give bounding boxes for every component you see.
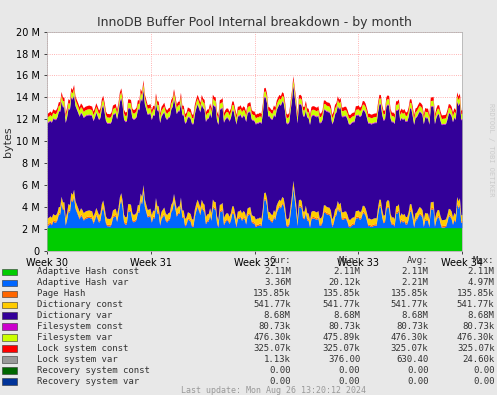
Text: Filesystem var: Filesystem var: [37, 333, 112, 342]
Text: Avg:: Avg:: [407, 256, 428, 265]
Text: Min:: Min:: [339, 256, 360, 265]
Text: 0.00: 0.00: [269, 366, 291, 375]
Text: 325.07k: 325.07k: [253, 344, 291, 353]
Text: Lock system var: Lock system var: [37, 355, 118, 364]
Text: 0.00: 0.00: [407, 366, 428, 375]
Text: 2.11M: 2.11M: [333, 267, 360, 276]
Text: 24.60k: 24.60k: [462, 355, 495, 364]
Text: Adaptive Hash var: Adaptive Hash var: [37, 278, 129, 287]
Bar: [2, 367, 17, 374]
Text: 8.68M: 8.68M: [402, 311, 428, 320]
Text: 3.36M: 3.36M: [264, 278, 291, 287]
Text: 541.77k: 541.77k: [457, 300, 495, 309]
Text: 541.77k: 541.77k: [323, 300, 360, 309]
Text: 8.68M: 8.68M: [468, 311, 495, 320]
Bar: [2, 291, 17, 297]
Text: Cur:: Cur:: [269, 256, 291, 265]
Text: Max:: Max:: [473, 256, 495, 265]
Text: 325.07k: 325.07k: [323, 344, 360, 353]
Text: 80.73k: 80.73k: [328, 322, 360, 331]
Bar: [2, 324, 17, 330]
Bar: [2, 301, 17, 308]
Bar: [2, 269, 17, 275]
Bar: [2, 345, 17, 352]
Text: 0.00: 0.00: [473, 366, 495, 375]
Text: Last update: Mon Aug 26 13:20:12 2024: Last update: Mon Aug 26 13:20:12 2024: [181, 386, 366, 395]
Text: Dictionary var: Dictionary var: [37, 311, 112, 320]
Text: 541.77k: 541.77k: [391, 300, 428, 309]
Text: 8.68M: 8.68M: [264, 311, 291, 320]
Text: 2.11M: 2.11M: [264, 267, 291, 276]
Text: 80.73k: 80.73k: [462, 322, 495, 331]
Text: Page Hash: Page Hash: [37, 289, 85, 298]
Text: 135.85k: 135.85k: [323, 289, 360, 298]
Text: 2.21M: 2.21M: [402, 278, 428, 287]
Text: RRDTOOL / TOBI OETIKER: RRDTOOL / TOBI OETIKER: [488, 103, 494, 197]
Title: InnoDB Buffer Pool Internal breakdown - by month: InnoDB Buffer Pool Internal breakdown - …: [97, 16, 412, 29]
Text: 325.07k: 325.07k: [391, 344, 428, 353]
Text: 376.00: 376.00: [328, 355, 360, 364]
Text: Filesystem const: Filesystem const: [37, 322, 123, 331]
Text: 2.11M: 2.11M: [468, 267, 495, 276]
Text: 80.73k: 80.73k: [258, 322, 291, 331]
Text: 1.13k: 1.13k: [264, 355, 291, 364]
Text: 0.00: 0.00: [339, 366, 360, 375]
Text: 135.85k: 135.85k: [253, 289, 291, 298]
Text: 8.68M: 8.68M: [333, 311, 360, 320]
Text: 2.11M: 2.11M: [402, 267, 428, 276]
Y-axis label: bytes: bytes: [3, 126, 13, 156]
Text: 475.89k: 475.89k: [323, 333, 360, 342]
Text: 476.30k: 476.30k: [457, 333, 495, 342]
Text: 325.07k: 325.07k: [457, 344, 495, 353]
Text: 476.30k: 476.30k: [391, 333, 428, 342]
Text: 0.00: 0.00: [473, 377, 495, 386]
Bar: [2, 312, 17, 319]
Text: Recovery system var: Recovery system var: [37, 377, 139, 386]
Bar: [2, 335, 17, 341]
Text: 630.40: 630.40: [396, 355, 428, 364]
Bar: [2, 378, 17, 385]
Text: 20.12k: 20.12k: [328, 278, 360, 287]
Text: 541.77k: 541.77k: [253, 300, 291, 309]
Text: 4.97M: 4.97M: [468, 278, 495, 287]
Text: Lock system const: Lock system const: [37, 344, 129, 353]
Text: Dictionary const: Dictionary const: [37, 300, 123, 309]
Text: 0.00: 0.00: [339, 377, 360, 386]
Text: 476.30k: 476.30k: [253, 333, 291, 342]
Text: 0.00: 0.00: [407, 377, 428, 386]
Text: 0.00: 0.00: [269, 377, 291, 386]
Bar: [2, 280, 17, 286]
Bar: [2, 356, 17, 363]
Text: 135.85k: 135.85k: [457, 289, 495, 298]
Text: Adaptive Hash const: Adaptive Hash const: [37, 267, 139, 276]
Text: 80.73k: 80.73k: [396, 322, 428, 331]
Text: Recovery system const: Recovery system const: [37, 366, 150, 375]
Text: 135.85k: 135.85k: [391, 289, 428, 298]
